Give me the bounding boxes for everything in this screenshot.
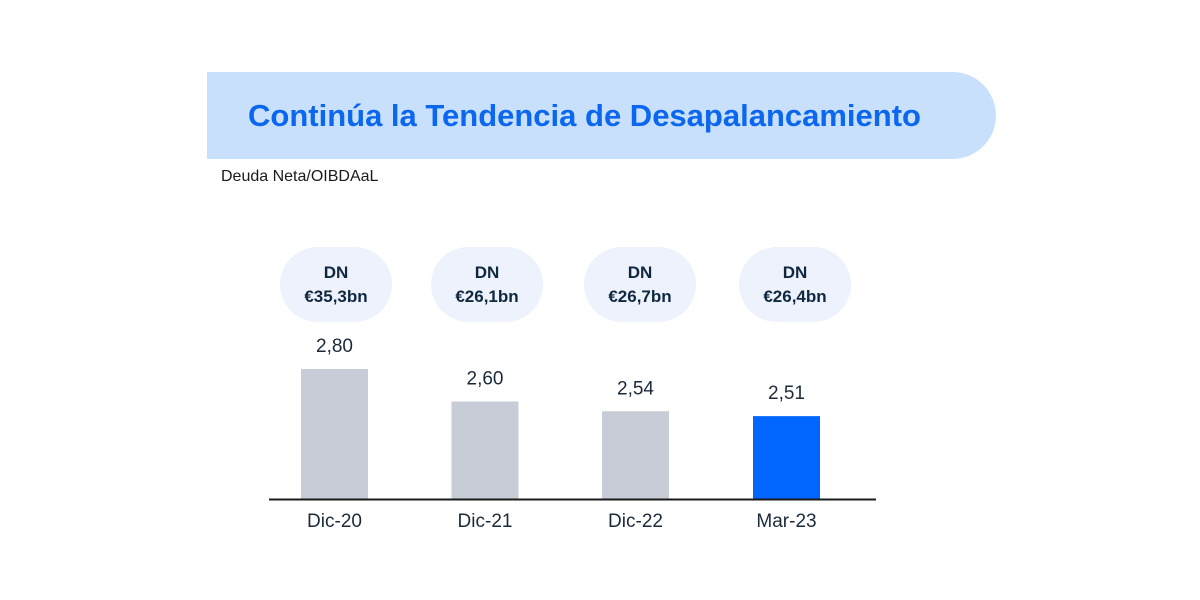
net-debt-badge-label: DN [627,262,653,282]
net-debt-badge: DN €35,3bn [280,247,392,322]
net-debt-badge-value: €26,7bn [608,286,672,306]
bar-dic-22 [602,411,669,499]
bar-value-label: 2,80 [316,336,353,357]
net-debt-badge-value: €26,4bn [763,286,827,306]
net-debt-badge-label: DN [474,262,500,282]
x-tick-label: Dic-20 [307,511,362,532]
net-debt-badge: DN €26,1bn [431,247,543,322]
bar-mar-23 [753,416,820,499]
net-debt-badge-value: €26,1bn [455,286,519,306]
chart-subtitle: Deuda Neta/OIBDAaL [221,168,379,185]
bar-value-label: 2,54 [617,378,654,399]
bar-value-label: 2,51 [768,383,805,404]
net-debt-badge: DN €26,4bn [739,247,851,322]
title-banner [207,72,996,159]
page-title: Continúa la Tendencia de Desapalancamien… [248,98,921,133]
bar-value-label: 2,60 [467,369,504,390]
bar-dic-21 [451,401,519,499]
net-debt-badge-label: DN [323,262,349,282]
net-debt-badge: DN €26,7bn [584,247,696,322]
x-tick-label: Mar-23 [756,511,816,532]
net-debt-badge-value: €35,3bn [304,286,368,306]
x-tick-label: Dic-21 [458,511,513,532]
x-tick-label: Dic-22 [608,511,663,532]
net-debt-badge-label: DN [782,262,808,282]
bar-dic-20 [301,369,368,499]
